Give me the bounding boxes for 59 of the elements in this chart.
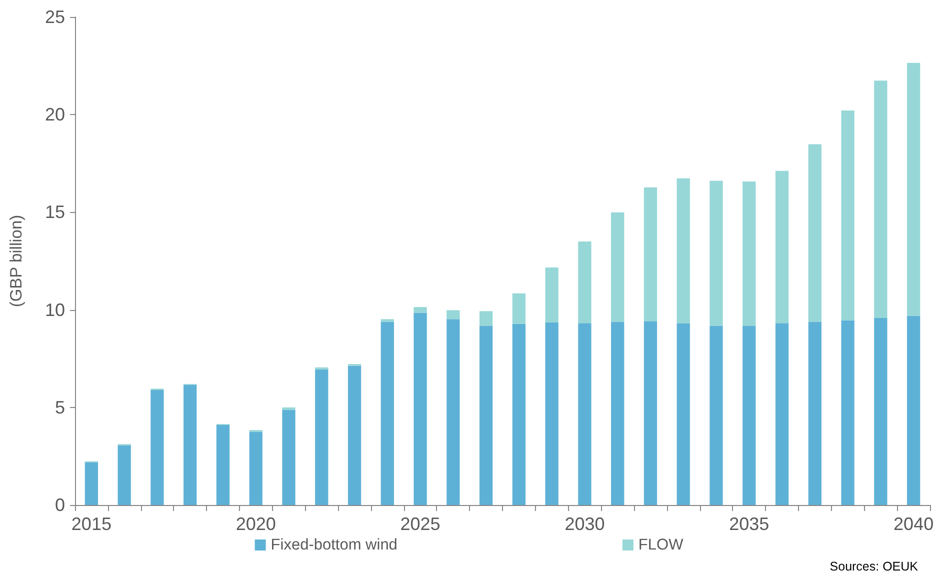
bar xyxy=(906,62,920,316)
bar xyxy=(710,180,723,326)
bar xyxy=(184,384,197,505)
bar xyxy=(676,178,690,324)
bar xyxy=(380,319,394,322)
bar xyxy=(841,320,854,505)
bar xyxy=(808,144,822,322)
bar xyxy=(118,445,131,505)
x-tick-label: 2030 xyxy=(564,514,605,534)
y-tick-label: 25 xyxy=(44,7,65,27)
bar xyxy=(216,424,230,505)
y-tick-label: 15 xyxy=(44,202,65,222)
x-tick-label: 2020 xyxy=(236,514,276,534)
legend-label: FLOW xyxy=(638,536,684,554)
bar xyxy=(644,321,658,505)
y-axis-title: (GBP billion) xyxy=(8,214,26,308)
bar xyxy=(315,369,328,505)
bar xyxy=(742,182,756,326)
source-note: Sources: OEUK xyxy=(830,560,919,574)
bar xyxy=(414,307,427,313)
y-tick-label: 5 xyxy=(54,397,65,418)
bar xyxy=(906,316,920,505)
bar xyxy=(380,322,394,505)
bar xyxy=(282,410,296,505)
bar xyxy=(512,324,526,505)
bar xyxy=(611,322,624,505)
y-tick-label: 0 xyxy=(54,495,65,515)
bar xyxy=(775,170,789,324)
bar xyxy=(150,390,164,505)
y-tick-label: 20 xyxy=(44,104,65,125)
bar xyxy=(249,432,262,505)
bar xyxy=(874,80,888,318)
y-tick-label: 10 xyxy=(44,300,65,320)
bar xyxy=(742,326,756,505)
bar xyxy=(479,326,493,505)
bar xyxy=(775,323,789,505)
x-tick-label: 2015 xyxy=(71,514,112,534)
bar xyxy=(841,110,854,320)
bar xyxy=(644,187,658,322)
bar xyxy=(446,319,460,505)
bar xyxy=(808,322,822,505)
bar xyxy=(874,318,888,505)
bar xyxy=(446,310,460,320)
legend-label: Fixed-bottom wind xyxy=(270,536,398,554)
bar xyxy=(479,311,493,326)
x-tick-label: 2025 xyxy=(400,514,440,534)
bar xyxy=(676,323,690,505)
bar xyxy=(578,323,592,505)
x-tick-label: 2040 xyxy=(894,514,934,534)
bar xyxy=(84,462,98,505)
bar xyxy=(545,322,558,505)
bar xyxy=(578,241,592,324)
bar xyxy=(512,293,526,324)
bar xyxy=(710,326,723,505)
bar xyxy=(611,212,624,322)
bar xyxy=(414,312,427,505)
x-tick-label: 2035 xyxy=(729,514,770,534)
bar xyxy=(545,267,558,322)
bar xyxy=(348,366,362,505)
